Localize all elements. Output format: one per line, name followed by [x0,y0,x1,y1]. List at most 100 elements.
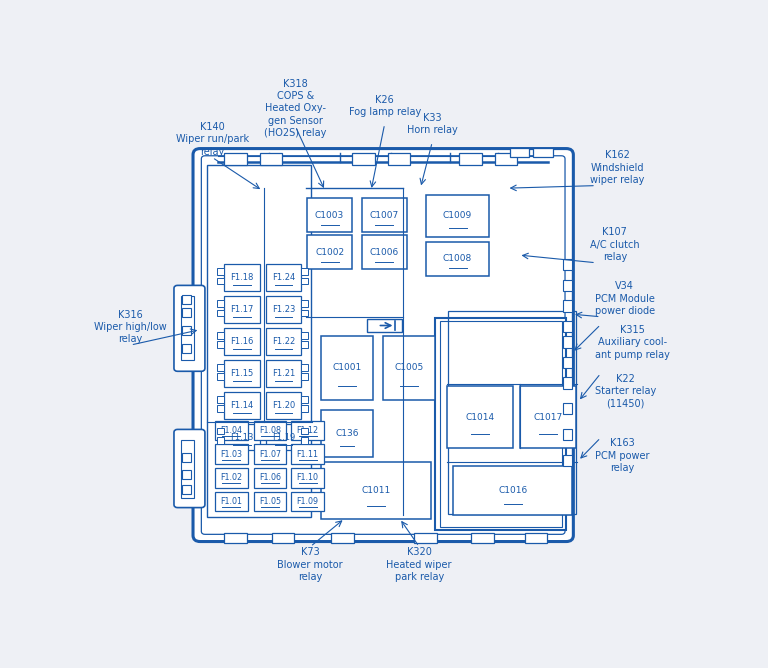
Text: K163
PCM power
relay: K163 PCM power relay [594,438,649,473]
Bar [266,392,301,419]
Bar [217,437,224,444]
FancyBboxPatch shape [174,285,205,371]
Bar [362,198,407,232]
Bar [563,259,571,271]
Bar [266,296,301,323]
Bar [471,533,494,542]
Bar [253,444,286,464]
Bar [260,153,283,164]
Bar [453,466,572,515]
Bar [321,410,373,457]
Bar [291,444,324,464]
Bar [291,492,324,511]
Text: F1.23: F1.23 [272,305,295,314]
Text: C1007: C1007 [369,210,399,220]
Text: C1002: C1002 [315,248,344,257]
Text: F1.05: F1.05 [259,497,281,506]
Bar [224,153,247,164]
Text: F1.20: F1.20 [272,401,295,409]
Bar [520,386,576,448]
Text: K316
Wiper high/low
relay: K316 Wiper high/low relay [94,310,167,345]
Text: F1.10: F1.10 [296,473,319,482]
Bar [215,421,248,440]
Bar [510,148,528,157]
Bar [563,403,571,414]
Bar [182,470,191,479]
Text: C1014: C1014 [465,413,495,422]
Bar [180,296,194,361]
Bar [301,278,309,285]
Text: K318
COPS &
Heated Oxy-
gen Sensor
(HO2S) relay: K318 COPS & Heated Oxy- gen Sensor (HO2S… [264,79,326,138]
Text: F1.11: F1.11 [296,450,319,459]
Bar [301,341,309,348]
Bar [301,364,309,371]
Bar [563,280,571,291]
Bar [217,309,224,316]
Bar [182,343,191,353]
Bar [217,405,224,412]
Bar [563,455,571,466]
Bar [224,360,260,387]
Bar [217,300,224,307]
Bar [426,242,489,276]
Bar [207,165,312,517]
Text: K33
Horn relay: K33 Horn relay [407,113,458,135]
Bar [217,278,224,285]
Bar [301,332,309,339]
Bar [447,386,513,448]
Text: C1001: C1001 [333,363,362,373]
Bar [301,300,309,307]
Text: C1016: C1016 [498,486,528,495]
Text: F1.19: F1.19 [272,433,295,442]
Text: F1.06: F1.06 [259,473,281,482]
Bar [215,468,248,488]
Text: K140
Wiper run/park
relay: K140 Wiper run/park relay [176,122,249,157]
Bar [383,336,435,400]
Bar [563,321,571,332]
Bar [563,377,571,389]
Bar [253,468,286,488]
Bar [301,405,309,412]
Bar [563,301,571,311]
Text: F1.09: F1.09 [296,497,319,506]
Bar [307,236,352,269]
Bar [266,328,301,355]
Text: F1.18: F1.18 [230,273,253,282]
Bar [217,373,224,380]
Text: F1.22: F1.22 [272,337,295,346]
Bar [217,428,224,434]
Bar [224,265,260,291]
Bar [215,492,248,511]
Text: F1.12: F1.12 [296,426,319,435]
Text: C1008: C1008 [443,255,472,263]
Bar [525,533,547,542]
Text: V34
PCM Module
power diode: V34 PCM Module power diode [594,281,655,316]
Bar [266,424,301,450]
Bar [224,424,260,450]
Text: K22
Starter relay
(11450): K22 Starter relay (11450) [594,374,656,409]
Bar [266,360,301,387]
Text: K107
A/C clutch
relay: K107 A/C clutch relay [590,227,640,262]
Bar [217,269,224,275]
Text: C1017: C1017 [534,413,563,422]
Bar [352,153,375,164]
Bar [362,236,407,269]
Bar [180,440,194,498]
Bar [253,421,286,440]
Text: F1.15: F1.15 [230,369,253,378]
Text: F1.02: F1.02 [220,473,243,482]
Bar [321,336,373,400]
Bar [563,336,571,347]
Text: F1.14: F1.14 [230,401,253,409]
Bar [301,269,309,275]
Text: F1.21: F1.21 [272,369,295,378]
Bar [224,328,260,355]
Text: K162
Windshield
wiper relay: K162 Windshield wiper relay [590,150,644,185]
Text: K73
Blower motor
relay: K73 Blower motor relay [277,547,343,582]
Bar [388,153,410,164]
Bar [321,462,431,519]
Bar [266,265,301,291]
Bar [215,444,248,464]
Bar [415,533,437,542]
Bar [495,153,518,164]
